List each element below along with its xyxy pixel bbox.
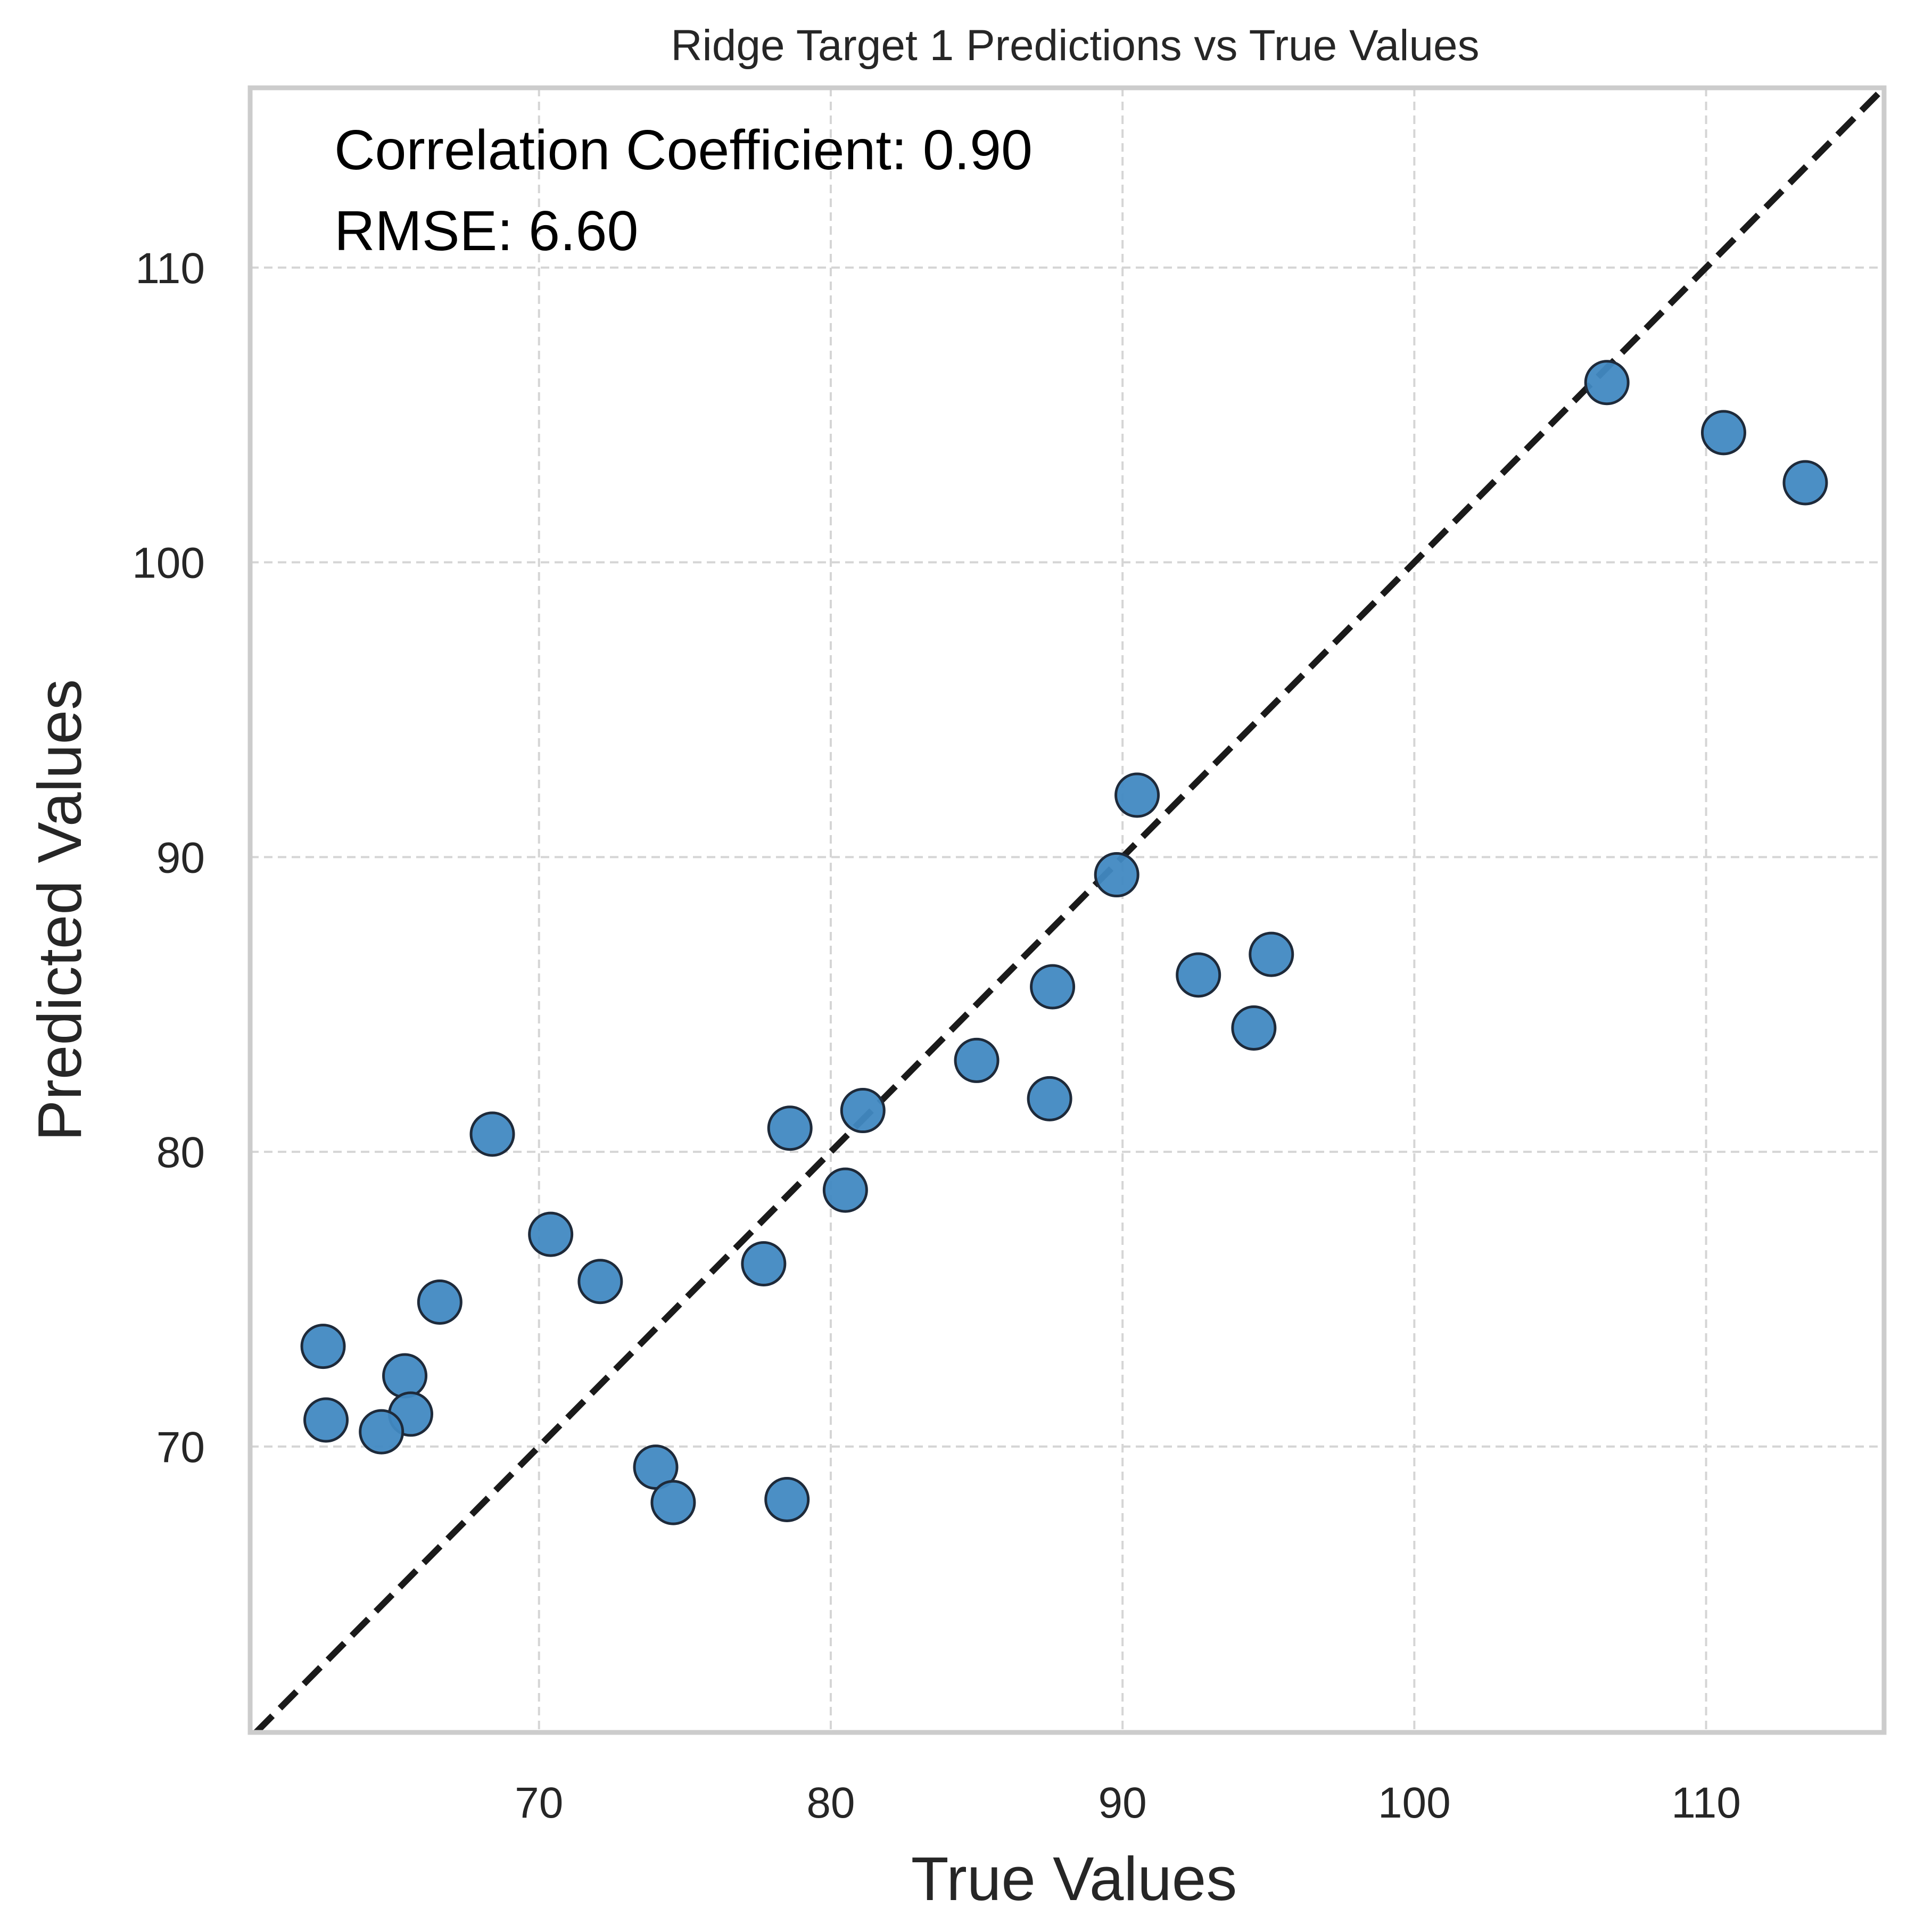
identity-reference-line [253, 85, 1887, 1735]
x-tick-label: 90 [1099, 1779, 1147, 1827]
scatter-point [1114, 772, 1160, 818]
scatter-point [1249, 931, 1294, 977]
scatter-point [577, 1259, 623, 1304]
x-tick-label: 70 [515, 1779, 563, 1827]
scatter-point [300, 1324, 346, 1369]
x-axis-label: True Values [911, 1844, 1237, 1913]
scatter-point [303, 1397, 349, 1443]
y-tick-label: 100 [132, 539, 205, 588]
plot-frame [247, 85, 1887, 1735]
scatter-point [764, 1477, 810, 1523]
y-tick-label: 70 [156, 1423, 205, 1472]
chart-title: Ridge Target 1 Predictions vs True Value… [671, 21, 1479, 70]
x-tick-label: 110 [1671, 1779, 1741, 1827]
x-tick-label: 80 [806, 1779, 855, 1827]
scatter-point [650, 1480, 696, 1525]
x-tick-labels: 70 80 90 100 110 [515, 1779, 1741, 1827]
y-tick-label: 110 [135, 244, 205, 293]
scatter-point [1176, 952, 1221, 998]
scatter-point [840, 1088, 886, 1134]
scatter-point [382, 1353, 428, 1399]
scatter-point [528, 1211, 574, 1257]
scatter-point [1030, 964, 1076, 1010]
scatter-point [1782, 460, 1828, 506]
scatter-point [1700, 410, 1746, 456]
y-tick-label: 90 [156, 833, 205, 882]
scatter-point [822, 1167, 868, 1213]
grid [250, 88, 1884, 1732]
scatter-point [1584, 360, 1630, 406]
scatter-point [954, 1037, 1000, 1083]
scatter-point [359, 1409, 404, 1455]
scatter-point [417, 1279, 463, 1325]
scatter-point [1094, 852, 1139, 898]
x-tick-label: 100 [1378, 1779, 1451, 1827]
y-tick-labels: 70 80 90 100 110 [132, 244, 205, 1472]
scatter-point [469, 1111, 515, 1157]
scatter-point [1231, 1005, 1277, 1051]
scatter-point [767, 1105, 813, 1151]
y-axis-label: Predicted Values [25, 679, 94, 1141]
rmse-annotation: RMSE: 6.60 [334, 200, 638, 262]
y-tick-label: 80 [156, 1128, 205, 1177]
correlation-annotation: Correlation Coefficient: 0.90 [334, 119, 1033, 181]
scatter-point [1027, 1076, 1072, 1121]
scatter-point [741, 1241, 787, 1287]
scatter-points [300, 360, 1828, 1525]
